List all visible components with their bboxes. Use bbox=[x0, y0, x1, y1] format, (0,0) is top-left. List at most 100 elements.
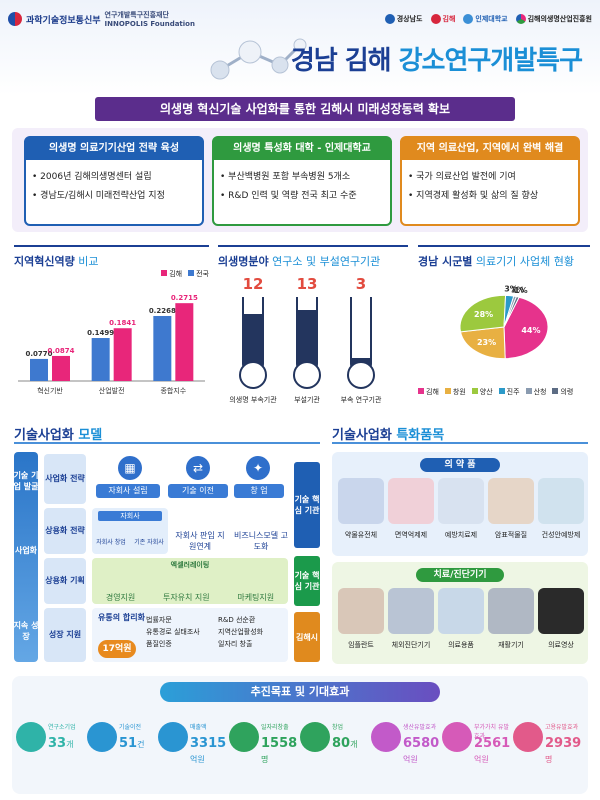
pie-slice-label: 1% bbox=[514, 286, 528, 295]
logo-row: 과학기술정보통신부 연구개발특구진흥재단 INNOPOLIS Foundatio… bbox=[8, 8, 592, 30]
test-tube-fill bbox=[298, 310, 316, 373]
legend-item: 산청 bbox=[525, 387, 547, 397]
goal-label: 고용유발효과 bbox=[545, 724, 579, 731]
institute-label: 부설기관 bbox=[294, 396, 320, 404]
growth-row: 유통의 합리화 17억원 법률자문 유통경로 실태조사 품질인증 R&D 선순환… bbox=[92, 608, 288, 662]
partner-inje-label: 인제대학교 bbox=[475, 15, 508, 23]
pillar-3: 지역 의료산업, 지역에서 완벽 해결 국가 의료산업 발전에 기여 지역경제 … bbox=[400, 136, 580, 226]
goal-unit: 개 bbox=[350, 740, 358, 749]
subsidiary-box: 자회사 자회사 창업 기존 자회사 bbox=[92, 508, 168, 554]
pie-slice-label: 1% bbox=[511, 285, 525, 294]
ministry-name: 과학기술정보통신부 bbox=[26, 15, 101, 26]
pharma-product-label: 건성안예방제 bbox=[541, 531, 581, 539]
device-product-image bbox=[438, 588, 484, 634]
flask-icon bbox=[347, 361, 375, 389]
goal-value: 80개 bbox=[332, 736, 358, 751]
growth-item: 법률자문 bbox=[146, 616, 172, 624]
products-title-a: 기술사업화 bbox=[332, 428, 392, 443]
pillar-2-heading: 의생명 특성화 대학 - 인제대학교 bbox=[214, 138, 390, 160]
chart-innovation-title: 지역혁신역량 비교 bbox=[14, 253, 209, 269]
chart-companies-title: 경남 시군별 의료기기 사업체 현황 bbox=[418, 253, 590, 269]
bar-national bbox=[153, 315, 172, 381]
products-title-b: 특화품목 bbox=[391, 428, 445, 443]
goal-item: 생산유발효과 6580억원 bbox=[371, 712, 443, 766]
goal-label: 연구소기업 bbox=[48, 724, 76, 731]
stage-strategy: 사업화 전략 bbox=[44, 454, 86, 504]
model-title-b: 모델 bbox=[73, 428, 103, 443]
side-gimhae-city: 김해시 bbox=[294, 612, 320, 662]
legend-swatch-icon bbox=[444, 388, 451, 394]
pillar-3-item: 국가 의료산업 발전에 기여 bbox=[408, 166, 572, 185]
chart-institutes-title-b: 연구소 및 부설연구기관 bbox=[268, 255, 381, 268]
goal-value: 6580억원 bbox=[403, 736, 440, 764]
goal-value: 33개 bbox=[48, 736, 74, 751]
subsidiary-box-head: 자회사 bbox=[98, 511, 162, 521]
partner-gyeongnam: 경상남도 bbox=[384, 14, 423, 24]
legend-label: 양산 bbox=[479, 388, 493, 396]
stage-commercial-strategy: 상용화 전략 bbox=[44, 508, 86, 554]
growth-row-list-b: R&D 선순환 지역산업활성화 일자리 창출 bbox=[218, 614, 263, 650]
legend-item: 양산 bbox=[471, 387, 493, 397]
pie-slice-label: 3% bbox=[504, 284, 518, 293]
goal-icon bbox=[442, 722, 472, 752]
growth-item: 품질인증 bbox=[146, 640, 172, 648]
goal-item: 연구소기업 33개 bbox=[16, 712, 88, 766]
biomed-logo-icon bbox=[515, 14, 526, 24]
legend-item: 전국 bbox=[188, 269, 209, 279]
products-section-title: 기술사업화 특화품목 bbox=[332, 424, 588, 444]
chart-institutes: 의생명분야 연구소 및 부설연구기관 12 의생명 부속기관 13 부설기관 3 부속 연… bbox=[218, 245, 408, 405]
goal-value: 2561억원 bbox=[474, 736, 511, 764]
pharma-product-image bbox=[438, 478, 484, 524]
subsidiary-icon: ▦ bbox=[118, 456, 142, 480]
goal-value: 51건 bbox=[119, 736, 145, 751]
pharma-product-label: 암표적물질 bbox=[494, 531, 528, 539]
legend-swatch-icon bbox=[188, 270, 195, 276]
goal-label: 기술이전 bbox=[119, 724, 142, 731]
goal-icon bbox=[158, 722, 188, 752]
pharma-product-label: 약물유전체 bbox=[344, 531, 378, 539]
legend-label: 산청 bbox=[533, 388, 547, 396]
goal-unit: 억원 bbox=[190, 755, 205, 764]
bar-value-label: 0.2268 bbox=[149, 307, 176, 315]
model-tech-transfer: 기술 이전 bbox=[168, 484, 228, 498]
gyeongnam-logo-icon bbox=[384, 14, 395, 24]
institute-label: 부속 연구기관 bbox=[340, 396, 382, 404]
legend-item: 김해 bbox=[418, 387, 439, 397]
vision-banner: 의생명 혁신기술 사업화를 통한 김해시 미래성장동력 확보 bbox=[95, 97, 515, 121]
subsidiary-sub-item: 자회사 창업 bbox=[96, 539, 126, 546]
growth-item: 유통경로 실태조사 bbox=[146, 628, 200, 636]
goal-icon bbox=[229, 722, 259, 752]
tech-transfer-icon: ⇄ bbox=[186, 456, 210, 480]
subsidiary-sub-item: 기존 자회사 bbox=[134, 539, 164, 546]
subsidiary-sub: 자회사 창업 기존 자회사 bbox=[92, 537, 168, 546]
institute-label: 의생명 부속기관 bbox=[229, 396, 277, 404]
left-stage-discover: 기술 기업 발굴 bbox=[13, 471, 39, 491]
pillar-3-list: 국가 의료산업 발전에 기여 지역경제 활성화 및 삶의 질 향상 bbox=[402, 160, 578, 210]
pillar-1-item: 2006년 김해의생명센터 설립 bbox=[32, 166, 196, 185]
legend-label: 김해 bbox=[426, 388, 439, 396]
legend-label: 의령 bbox=[560, 388, 574, 396]
pie-slice-2 bbox=[459, 294, 507, 333]
legend-item: 창원 bbox=[444, 387, 466, 397]
accelerating-item: 경영지원 bbox=[105, 593, 136, 602]
legend-swatch-icon bbox=[161, 270, 168, 276]
foundation-name: 연구개발특구진흥재단 INNOPOLIS Foundation bbox=[105, 10, 195, 28]
device-product-label: 의료영상 bbox=[548, 641, 574, 649]
growth-row-value: 17억원 bbox=[98, 640, 136, 658]
partner-biomed-label: 김해의생명산업진흥원 bbox=[527, 15, 592, 23]
chart-innovation-title-a: 지역혁신역량 bbox=[14, 255, 75, 268]
device-product-image bbox=[538, 588, 584, 634]
pillar-2-list: 부산백병원 포함 부속병원 5개소 R&D 인력 및 역량 전국 최고 수준 bbox=[214, 160, 390, 210]
goal-label: 일자리창출 bbox=[261, 724, 289, 731]
goal-unit: 억원 bbox=[474, 755, 489, 764]
pillar-1-list: 2006년 김해의생명센터 설립 경남도/김해시 미래전략산업 지정 bbox=[26, 160, 202, 210]
pie-slice-label: 28% bbox=[474, 310, 493, 319]
growth-row-list-a: 법률자문 유통경로 실태조사 품질인증 bbox=[146, 614, 200, 650]
bar-gimhae bbox=[113, 328, 132, 381]
partner-gimhae-label: 김해 bbox=[442, 15, 456, 23]
goal-label: 매출액 bbox=[190, 724, 207, 731]
legend-swatch-icon bbox=[498, 388, 505, 394]
institute-count: 12 bbox=[242, 275, 264, 293]
model-business-model: 비즈니스모델 고도화 bbox=[233, 531, 289, 551]
